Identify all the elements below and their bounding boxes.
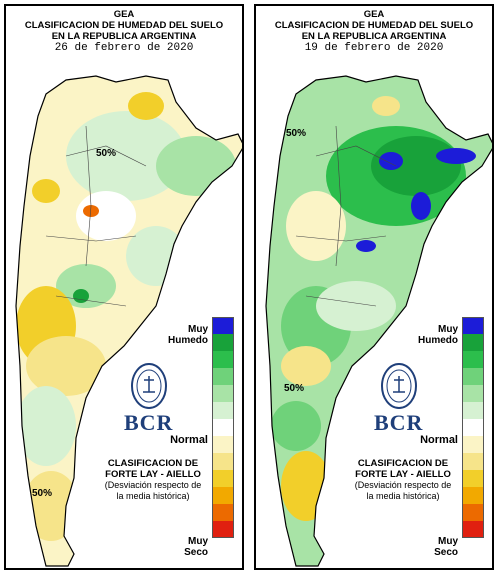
title-line-2: EN LA REPUBLICA ARGENTINA: [301, 31, 447, 42]
legend-swatch: [462, 334, 484, 351]
map-date: 19 de febrero de 2020: [304, 42, 444, 54]
legend-swatch: [462, 368, 484, 385]
classification-note: CLASIFICACION DE FORTE LAY - AIELLO (Des…: [104, 458, 202, 501]
legend-swatch: [212, 368, 234, 385]
legend-swatch: [212, 317, 234, 334]
legend-swatch: [212, 504, 234, 521]
bcr-logo-text: BCR: [374, 410, 424, 435]
legend-swatch: [212, 470, 234, 487]
color-legend: [212, 317, 234, 538]
legend-swatch: [462, 385, 484, 402]
title-line-1: CLASIFICACION DE HUMEDAD DEL SUELO: [274, 20, 474, 31]
legend-label-normal: Normal: [170, 434, 208, 446]
legend-swatch: [462, 351, 484, 368]
legend-swatch: [212, 436, 234, 453]
legend-swatch: [462, 470, 484, 487]
legend-label-dry: Muy Seco: [434, 536, 458, 558]
org-label: GEA: [113, 9, 135, 20]
legend-swatch: [212, 419, 234, 436]
title-line-1: CLASIFICACION DE HUMEDAD DEL SUELO: [24, 20, 224, 31]
bcr-seal-icon: [131, 363, 167, 409]
legend-swatch: [212, 385, 234, 402]
legend-swatch: [212, 402, 234, 419]
legend-swatch: [462, 521, 484, 538]
legend-swatch: [462, 504, 484, 521]
legend-swatch: [212, 334, 234, 351]
color-legend: [462, 317, 484, 538]
argentina-moisture-map: 50% 50%: [15, 75, 242, 567]
legend-label-dry: Muy Seco: [184, 536, 208, 558]
bcr-seal-icon: [381, 363, 417, 409]
legend-swatch: [212, 487, 234, 504]
argentina-moisture-map: 50% 50%: [265, 75, 492, 567]
legend-label-wet: Muy Humedo: [168, 324, 208, 346]
legend-swatch: [462, 436, 484, 453]
map-panel-feb19: GEA CLASIFICACION DE HUMEDAD DEL SUELO E…: [254, 4, 494, 570]
map-date: 26 de febrero de 2020: [54, 42, 194, 54]
legend-label-wet: Muy Humedo: [418, 324, 458, 346]
bcr-logo-text: BCR: [124, 410, 174, 435]
legend-swatch: [462, 453, 484, 470]
map-header: GEA CLASIFICACION DE HUMEDAD DEL SUELO E…: [256, 9, 492, 54]
contour-label: 50%: [286, 128, 306, 139]
legend-swatch: [462, 487, 484, 504]
legend-swatch: [212, 351, 234, 368]
map-header: GEA CLASIFICACION DE HUMEDAD DEL SUELO E…: [6, 9, 242, 54]
contour-label: 50%: [96, 148, 116, 159]
legend-swatch: [462, 402, 484, 419]
map-panel-feb26: GEA CLASIFICACION DE HUMEDAD DEL SUELO E…: [4, 4, 244, 570]
legend-swatch: [462, 419, 484, 436]
contour-label: 50%: [32, 488, 52, 499]
legend-swatch: [212, 453, 234, 470]
legend-swatch: [462, 317, 484, 334]
legend-label-normal: Normal: [420, 434, 458, 446]
org-label: GEA: [363, 9, 385, 20]
contour-label: 50%: [284, 383, 304, 394]
classification-note: CLASIFICACION DE FORTE LAY - AIELLO (Des…: [354, 458, 452, 501]
title-line-2: EN LA REPUBLICA ARGENTINA: [51, 31, 197, 42]
legend-swatch: [212, 521, 234, 538]
